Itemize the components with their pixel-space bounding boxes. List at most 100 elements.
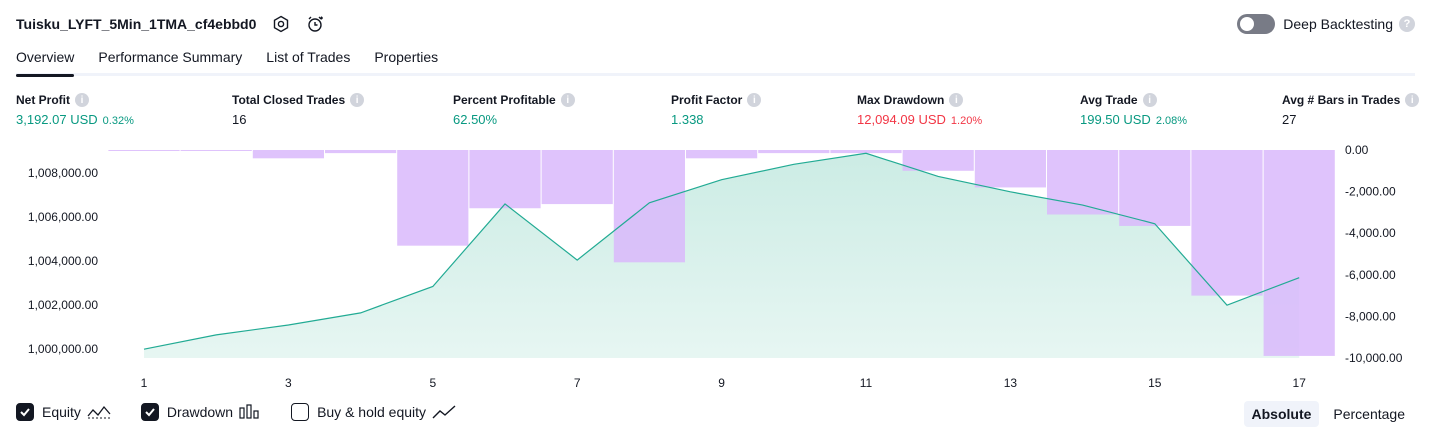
info-icon[interactable]: i [350,93,365,107]
metric-percent: 2.08% [1155,115,1188,127]
alert-clock-icon[interactable] [304,13,326,35]
strategy-title[interactable]: Tuisku_LYFT_5Min_1TMA_cf4ebbd0 [16,16,257,32]
metric-value: 12,094.09 USD [857,112,946,127]
x-axis-tick-label: 11 [860,376,873,390]
metric-value: 27 [1282,112,1297,127]
legend-buy-hold-equity[interactable]: Buy & hold equity [291,403,456,421]
drawdown-label: Drawdown [166,404,234,420]
drawdown-bar[interactable] [541,150,613,205]
legend-drawdown[interactable]: Drawdown [140,403,261,421]
drawdown-bar[interactable] [613,150,685,263]
metric-percent: 1.20% [950,115,983,127]
right-axis-tick-label: -6,000.00 [1345,268,1396,282]
left-axis-tick-label: 1,002,000.00 [28,298,98,312]
info-icon[interactable]: i [75,93,89,107]
equity-drawdown-chart[interactable]: 1,000,000.00 1,002,000.00 1,004,000.00 1,00… [0,140,1431,395]
metric-label: Net Profit [16,93,70,107]
equity-checkbox[interactable] [16,403,34,421]
percentage-button[interactable]: Percentage [1333,406,1405,422]
settings-icon[interactable] [270,13,292,35]
deep-backtesting-control: Deep Backtesting ? [1237,14,1415,34]
right-axis-tick-label: -10,000.00 [1345,351,1403,365]
drawdown-bar[interactable] [108,150,180,151]
metric-value: 16 [232,112,247,127]
metric-label: Profit Factor [671,93,743,107]
drawdown-checkbox[interactable] [140,403,159,421]
metric-value: 1.338 [671,112,704,127]
left-axis-tick-label: 1,000,000.00 [28,342,98,356]
absolute-button[interactable]: Absolute [1243,401,1320,427]
equity-area [144,153,1300,358]
metric-label: Max Drawdown [857,93,945,107]
x-axis-tick-label: 7 [574,376,581,390]
drawdown-bar[interactable] [1119,150,1191,226]
metric-label: Avg Trade [1080,93,1138,107]
metric-label: Total Closed Trades [232,93,346,107]
info-icon[interactable]: i [1405,93,1420,107]
equity-line[interactable] [143,152,1300,350]
x-axis-tick-label: 3 [285,376,292,390]
x-axis-tick-label: 1 [141,376,148,390]
tab-overview[interactable]: Overview [16,44,75,77]
info-icon[interactable]: i [560,93,575,107]
left-axis-tick-label: 1,006,000.00 [28,210,98,224]
metric-label: Avg # Bars in Trades [1282,93,1401,107]
drawdown-bar[interactable] [1263,150,1335,356]
metric-label: Percent Profitable [453,93,556,107]
tab-list-of-trades[interactable]: List of Trades [266,49,351,65]
drawdown-bar[interactable] [1047,150,1119,215]
metric-max-drawdown: Max Drawdown i 12,094.09 USD 1.20% [857,93,982,127]
value-mode-switch: Absolute Percentage [1238,401,1414,427]
help-icon[interactable]: ? [1399,16,1415,32]
left-axis-tick-label: 1,004,000.00 [28,254,98,268]
equity-line-icon [87,404,111,420]
metric-percent: 0.32% [102,115,134,127]
metric-percent-profitable: Percent Profitable i 62.50% [453,93,575,127]
metric-profit-factor: Profit Factor i 1.338 [671,93,762,127]
toggle-knob [1240,17,1255,31]
buy-hold-checkbox[interactable] [291,403,310,421]
chart-legend: Equity Drawdown Buy & hold equity [16,403,486,421]
tab-performance-summary[interactable]: Performance Summary [98,49,243,65]
tab-properties[interactable]: Properties [374,49,439,65]
buy-hold-line-icon [432,404,456,420]
drawdown-bar[interactable] [469,150,541,209]
drawdown-bar[interactable] [1191,150,1263,296]
metric-value: 62.50% [453,112,498,127]
right-axis-tick-label: 0.00 [1345,143,1369,157]
metric-avg-bars-in-trades: Avg # Bars in Trades i 27 [1282,93,1420,127]
metric-avg-trade: Avg Trade i 199.50 USD 2.08% [1080,93,1187,127]
drawdown-bar[interactable] [180,150,252,151]
right-axis-tick-label: -4,000.00 [1345,226,1396,240]
info-icon[interactable]: i [747,93,762,107]
buy-hold-label: Buy & hold equity [317,404,427,420]
legend-equity[interactable]: Equity [16,403,111,421]
right-axis-tick-label: -8,000.00 [1345,309,1396,323]
metric-value: 3,192.07 USD [16,112,98,127]
info-icon[interactable]: i [949,93,964,107]
report-tabs: Overview Performance Summary List of Tra… [16,44,1415,77]
drawdown-bar[interactable] [758,150,830,154]
strategy-header: Tuisku_LYFT_5Min_1TMA_cf4ebbd0 Deep Back… [16,10,1415,38]
deep-backtesting-label: Deep Backtesting [1283,16,1393,32]
equity-label: Equity [42,404,81,420]
drawdown-bar[interactable] [686,150,758,159]
metric-total-closed-trades: Total Closed Trades i 16 [232,93,365,127]
left-axis-tick-label: 1,008,000.00 [28,166,98,180]
deep-backtesting-toggle[interactable] [1237,14,1276,34]
drawdown-bar[interactable] [252,150,324,159]
x-axis-tick-label: 9 [718,376,725,390]
drawdown-bar[interactable] [397,150,469,246]
drawdown-bar[interactable] [974,150,1046,188]
drawdown-bar[interactable] [325,150,397,154]
x-axis-tick-label: 13 [1004,376,1018,390]
x-axis-tick-label: 17 [1293,376,1307,390]
metric-net-profit: Net Profit i 3,192.07 USD 0.32% [16,93,134,127]
drawdown-bar[interactable] [830,150,902,154]
x-axis-tick-label: 5 [429,376,436,390]
x-axis-tick-label: 15 [1148,376,1162,390]
info-icon[interactable]: i [1142,93,1157,107]
metric-value: 199.50 USD [1080,112,1151,127]
drawdown-bar[interactable] [902,150,974,171]
right-axis-tick-label: -2,000.00 [1345,185,1396,199]
